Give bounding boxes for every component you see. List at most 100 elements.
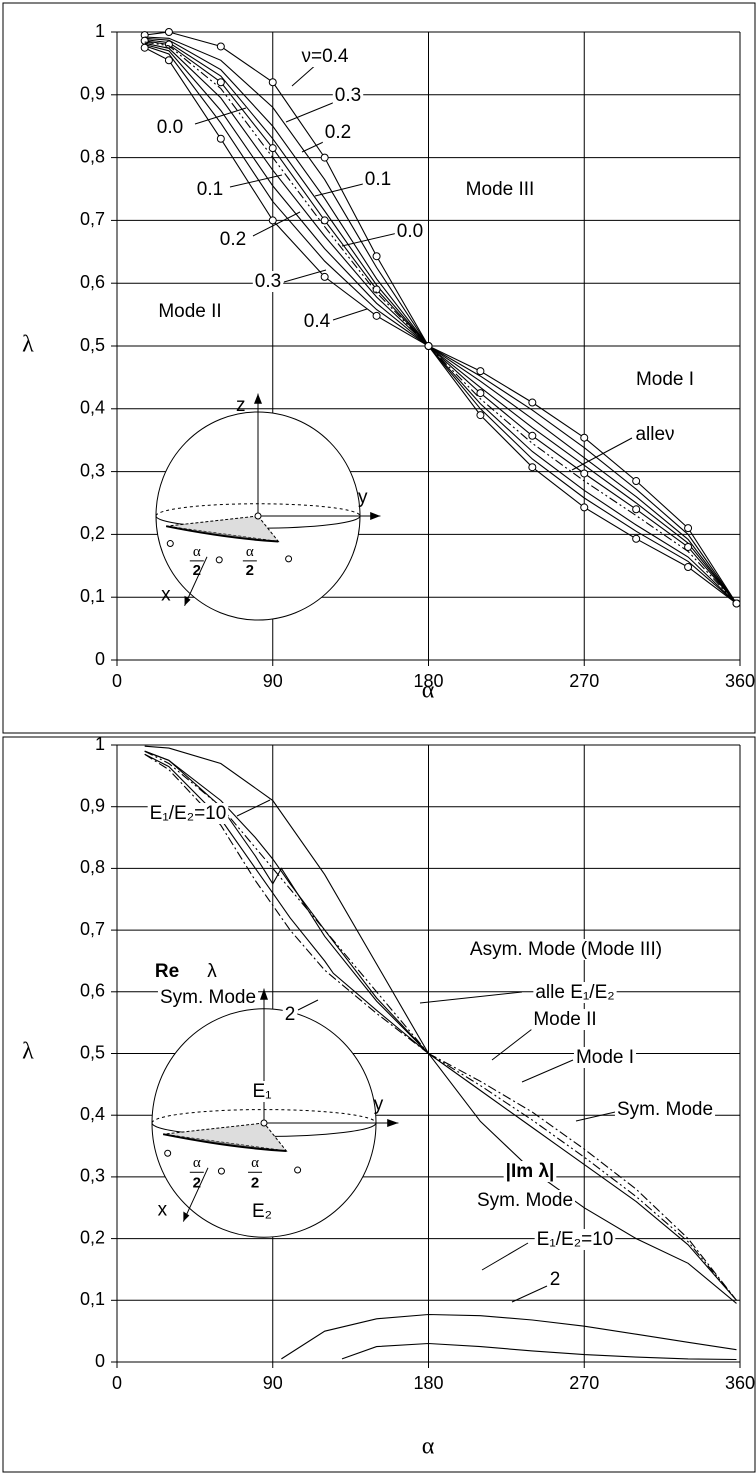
- inset-label: 2: [193, 1174, 201, 1191]
- x-tick-label: 270: [569, 1373, 599, 1393]
- leader-line: [236, 799, 271, 817]
- marker: [580, 469, 589, 478]
- leader-line: [285, 99, 341, 123]
- label-background: [301, 311, 333, 333]
- node: [254, 512, 262, 520]
- x-tick-label: 360: [725, 671, 755, 691]
- label-background: [531, 1009, 599, 1031]
- arrow: [184, 595, 191, 606]
- label-background: [474, 1190, 576, 1212]
- label-background: [533, 982, 617, 1004]
- annotation: Mode I: [576, 1047, 634, 1068]
- x-tick-label: 180: [413, 1373, 443, 1393]
- node: [217, 1167, 225, 1175]
- y-tick-label: 0,7: [80, 209, 105, 229]
- leader-line: [511, 1285, 548, 1303]
- y-axis-label: λ: [22, 1039, 34, 1065]
- label-background: [362, 169, 394, 191]
- label-background: [573, 1047, 637, 1069]
- node: [166, 540, 174, 548]
- annotation: Mode II: [158, 301, 221, 322]
- node: [285, 555, 293, 563]
- y-tick-label: 1: [95, 21, 105, 41]
- y-tick-label: 0,6: [80, 981, 105, 1001]
- sector-edge: [163, 1133, 287, 1152]
- annotation: 0.4: [304, 311, 331, 332]
- marker: [632, 505, 641, 514]
- sector-edge: [166, 525, 279, 543]
- sector: [166, 515, 280, 543]
- label-background: [463, 179, 537, 201]
- sector: [163, 1122, 288, 1152]
- marker: [164, 40, 173, 49]
- curve: [428, 1053, 737, 1301]
- y-tick-label: 0,8: [80, 146, 105, 166]
- curve: [281, 1313, 737, 1360]
- label-background: [534, 1229, 616, 1251]
- x-tick-label: 0: [112, 1373, 122, 1393]
- leader-line: [481, 1242, 529, 1271]
- curve: [144, 753, 429, 1054]
- curve: [144, 750, 429, 1054]
- label-background: [614, 1099, 716, 1121]
- marker: [268, 78, 277, 87]
- marker: [268, 144, 277, 153]
- node: [215, 556, 223, 564]
- marker: [580, 433, 589, 442]
- x-axis-label: α: [422, 678, 435, 704]
- annotation: Mode I: [636, 369, 694, 390]
- label-background: [503, 1161, 557, 1183]
- leader-line: [341, 231, 403, 247]
- marker: [216, 78, 225, 87]
- leader-line: [571, 437, 633, 471]
- inset-label: 2: [246, 562, 254, 579]
- label-background: [205, 961, 220, 983]
- annotation: 2: [550, 1269, 561, 1290]
- label-background: [250, 1081, 274, 1103]
- y-tick-label: 0,5: [80, 335, 105, 355]
- inset-label: z: [236, 395, 246, 416]
- label-background: [633, 369, 697, 391]
- curve: [144, 753, 429, 1054]
- x-tick-label: 270: [569, 671, 599, 691]
- marker: [372, 311, 381, 320]
- marker: [684, 563, 693, 572]
- y-axis-label: λ: [22, 332, 34, 358]
- curve: [428, 1053, 737, 1301]
- arrow: [183, 1211, 190, 1222]
- inset-label: x: [158, 1199, 168, 1220]
- marker: [732, 599, 741, 608]
- node: [294, 1166, 302, 1174]
- leader-line: [491, 1025, 537, 1061]
- annotation: alle E₁/E₂: [535, 982, 614, 1003]
- label-background: [154, 117, 186, 139]
- node: [164, 1149, 172, 1157]
- label-background: [332, 85, 364, 107]
- chart: 0 0,1 0,2 0,3 0,4 0,5 0,6 0,7 0,8 0,9 1 0 90 180 270 36…: [22, 21, 755, 704]
- x-axis: [182, 1167, 209, 1222]
- leader-line: [314, 181, 372, 197]
- marker: [268, 216, 277, 225]
- panel-frame: [2, 736, 756, 1473]
- curve: [144, 45, 429, 347]
- marker: [140, 43, 149, 52]
- y-tick-label: 0,3: [80, 1166, 105, 1186]
- annotation: 0.0: [397, 221, 423, 242]
- annotation: Asym. Mode (Mode III): [470, 939, 662, 960]
- annotation: 0.1: [197, 179, 223, 200]
- y-tick-label: 0,9: [80, 84, 105, 104]
- leader-line: [332, 308, 368, 321]
- x-axis: [184, 556, 208, 606]
- annotation: ν=0.4: [301, 46, 348, 67]
- arrow: [254, 393, 262, 404]
- y-tick-label: 0: [95, 649, 105, 669]
- label-background: [394, 221, 426, 243]
- leader-line: [521, 1059, 574, 1083]
- annotation: E₁/E₂=10: [537, 1229, 614, 1250]
- y-tick-label: 0,9: [80, 795, 105, 815]
- arrow: [370, 512, 381, 520]
- y-tick-label: 0,2: [80, 523, 105, 543]
- curve: [428, 1053, 737, 1301]
